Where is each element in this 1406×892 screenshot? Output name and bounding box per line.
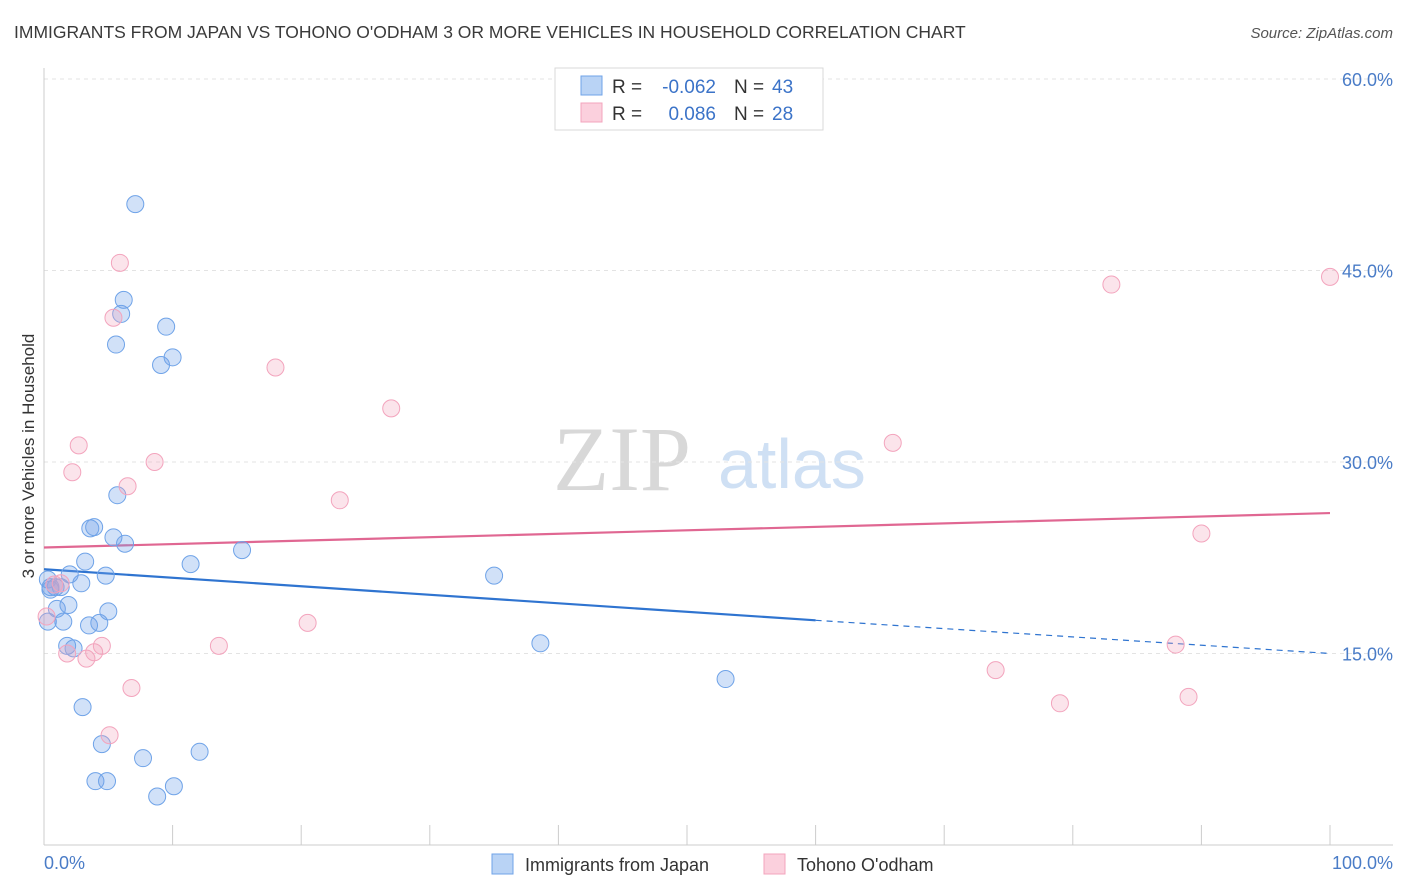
point-tohono — [45, 575, 64, 594]
point-japan — [531, 634, 550, 653]
point-tohono — [51, 574, 70, 593]
point-tohono — [986, 661, 1005, 680]
point-japan — [164, 777, 183, 796]
y-tick-label: 30.0% — [1342, 453, 1393, 473]
trend-line-japan — [43, 568, 816, 622]
y-tick-label: 15.0% — [1342, 645, 1393, 665]
watermark: ZIP atlas — [553, 408, 866, 510]
y-axis-label: 3 or more Vehicles in Household — [19, 334, 38, 579]
trend-line-tohono — [43, 511, 1331, 549]
point-japan — [126, 195, 145, 214]
point-tohono — [1166, 635, 1185, 654]
point-tohono — [1050, 694, 1069, 713]
point-japan — [116, 534, 135, 553]
point-japan — [163, 348, 182, 367]
point-japan — [148, 787, 167, 806]
point-japan — [181, 555, 200, 574]
trend-line-japan-extension — [815, 619, 1331, 655]
point-tohono — [104, 308, 123, 327]
point-tohono — [1102, 275, 1121, 294]
point-japan — [85, 518, 104, 537]
point-tohono — [122, 678, 141, 697]
legend-swatch-japan — [491, 853, 514, 875]
stats-r-value-japan: -0.062 — [662, 77, 716, 98]
point-japan — [485, 566, 504, 585]
point-japan — [73, 698, 92, 717]
point-japan — [233, 541, 252, 560]
point-tohono — [266, 358, 285, 377]
grid — [44, 78, 1393, 654]
point-tohono — [298, 613, 317, 632]
watermark-atlas: atlas — [718, 425, 866, 503]
point-japan — [80, 616, 99, 635]
trend-lines — [43, 511, 1331, 655]
point-japan — [72, 574, 91, 593]
stats-n-value-tohono: 28 — [772, 104, 793, 125]
stats-n-label-japan: N = — [734, 77, 764, 98]
point-tohono — [382, 399, 401, 418]
point-tohono — [77, 649, 96, 668]
point-japan — [104, 528, 123, 547]
point-japan — [96, 566, 115, 585]
point-japan — [157, 317, 176, 336]
legend-label-tohono: Tohono O'odham — [797, 855, 934, 875]
point-japan — [716, 670, 735, 689]
point-japan — [76, 552, 95, 571]
y-tick-labels: 15.0% 30.0% 45.0% 60.0% — [1342, 70, 1393, 665]
watermark-zip: ZIP — [553, 408, 691, 510]
stats-swatch-tohono — [580, 102, 603, 123]
point-tohono — [330, 491, 349, 510]
x-tick-label-max: 100.0% — [1332, 853, 1393, 873]
stats-swatch-japan — [580, 75, 603, 96]
point-tohono — [118, 477, 137, 496]
point-tohono — [63, 463, 82, 482]
point-tohono — [209, 636, 228, 655]
legend-swatch-tohono — [763, 853, 786, 875]
point-tohono — [58, 644, 77, 663]
chart-source: Source: ZipAtlas.com — [1250, 25, 1393, 42]
point-tohono — [145, 453, 164, 471]
x-tick-label-min: 0.0% — [44, 853, 85, 873]
point-japan — [107, 335, 126, 354]
point-tohono — [37, 607, 56, 626]
point-tohono — [69, 436, 88, 455]
point-japan — [99, 602, 118, 621]
legend-label-japan: Immigrants from Japan — [525, 855, 709, 875]
point-tohono — [883, 433, 902, 452]
point-japan — [134, 749, 153, 768]
point-japan — [98, 772, 117, 791]
stats-n-value-japan: 43 — [772, 77, 793, 98]
y-tick-label: 45.0% — [1342, 262, 1393, 282]
point-tohono — [92, 636, 111, 655]
bottom-legend: Immigrants from Japan Tohono O'odham — [491, 853, 934, 875]
axes — [43, 68, 1393, 846]
point-tohono — [1321, 267, 1339, 286]
point-tohono — [100, 726, 119, 745]
point-japan — [59, 595, 78, 614]
point-japan — [54, 612, 73, 631]
point-tohono — [1179, 687, 1198, 706]
point-japan — [190, 742, 209, 761]
scatter-points — [37, 195, 1339, 806]
stats-n-label-tohono: N = — [734, 104, 764, 125]
stats-r-label-tohono: R = — [612, 104, 642, 125]
point-tohono — [85, 643, 104, 662]
chart-title: IMMIGRANTS FROM JAPAN VS TOHONO O'ODHAM … — [14, 22, 966, 42]
stats-r-label-japan: R = — [612, 77, 642, 98]
point-tohono — [1192, 524, 1211, 543]
stats-legend: R = -0.062 N = 43 R = 0.086 N = 28 — [554, 67, 824, 131]
y-tick-label: 60.0% — [1342, 70, 1393, 90]
point-tohono — [110, 253, 129, 272]
stats-r-value-tohono: 0.086 — [668, 104, 716, 125]
point-japan — [108, 486, 127, 505]
point-japan — [114, 290, 133, 309]
